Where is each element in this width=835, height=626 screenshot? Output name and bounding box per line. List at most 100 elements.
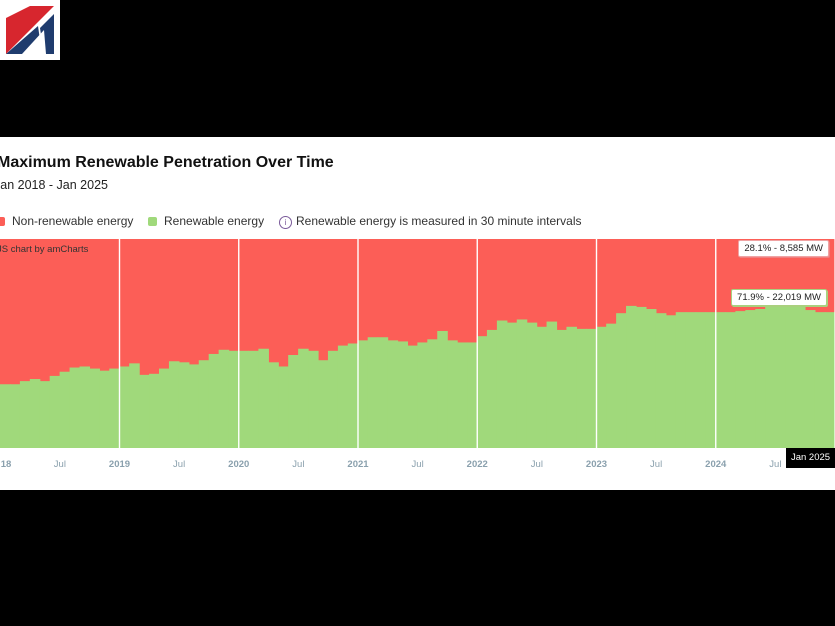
x-tick-label: Jul xyxy=(412,459,424,470)
renewable-month-bar xyxy=(695,312,707,448)
renewable-month-bar xyxy=(69,367,81,448)
chart-panel: Maximum Renewable Penetration Over Time … xyxy=(0,137,835,490)
renewable-month-bar xyxy=(725,312,736,448)
x-tick-label: Jul xyxy=(769,459,781,470)
x-tick-label: 2021 xyxy=(347,459,369,470)
legend-swatch-renewable xyxy=(148,217,157,226)
renewable-month-bar xyxy=(59,371,71,448)
renewable-month-bar xyxy=(298,348,309,448)
renewable-month-bar xyxy=(318,360,329,448)
renewable-month-bar xyxy=(198,360,210,448)
renewable-month-bar xyxy=(467,342,478,448)
brand-logo-icon xyxy=(6,6,54,54)
legend-info-note: i Renewable energy is measured in 30 minu… xyxy=(279,214,582,229)
renewable-month-bar xyxy=(765,304,776,448)
renewable-month-bar xyxy=(208,353,220,448)
tooltip-nonrenewable: 28.1% - 8,585 MW xyxy=(738,240,829,257)
renewable-month-bar xyxy=(139,374,150,448)
renewable-month-bar xyxy=(546,321,558,448)
renewable-month-bar xyxy=(675,312,687,448)
x-tick-label: Jul xyxy=(650,459,662,470)
legend-label-renewable: Renewable energy xyxy=(164,214,265,228)
renewable-month-bar xyxy=(109,368,120,448)
renewable-month-bar xyxy=(258,348,269,448)
renewable-month-bar xyxy=(248,350,259,448)
stacked-area-chart[interactable]: 18 Jul 2019 Jul 2020 Jul 2021 Jul 2022 Jul 2023 Jul… xyxy=(0,137,835,490)
renewable-month-bar xyxy=(238,350,250,448)
renewable-month-bar xyxy=(357,340,369,448)
renewable-month-bar xyxy=(168,361,180,448)
renewable-month-bar xyxy=(804,310,816,448)
x-tick-label: 2022 xyxy=(467,459,488,470)
renewable-month-bar xyxy=(397,341,409,448)
renewable-month-bar xyxy=(308,350,319,448)
renewable-month-bar xyxy=(715,312,727,448)
renewable-month-bar xyxy=(556,329,568,448)
renewable-month-bar xyxy=(437,330,448,448)
renewable-month-bar xyxy=(119,366,130,448)
renewable-month-bar xyxy=(268,362,279,448)
renewable-month-bar xyxy=(129,363,140,448)
x-tick-label: 2024 xyxy=(705,459,727,470)
renewable-month-bar xyxy=(228,350,240,448)
renewable-month-bar xyxy=(526,322,538,448)
renewable-month-bar xyxy=(39,381,51,448)
renewable-month-bar xyxy=(586,328,597,448)
x-tick-label: 18 xyxy=(1,459,12,470)
cursor-date-label: Jan 2025 xyxy=(786,448,835,468)
renewable-month-bar xyxy=(49,375,61,448)
renewable-month-bar xyxy=(655,313,667,448)
renewable-month-bar xyxy=(218,349,230,448)
x-tick-label: 2019 xyxy=(109,459,130,470)
renewable-month-bar xyxy=(79,366,91,448)
renewable-month-bar xyxy=(347,343,359,448)
x-tick-label: Jul xyxy=(173,459,185,470)
chart-credit[interactable]: JS chart by amCharts xyxy=(0,244,89,255)
renewable-month-bar xyxy=(795,298,806,448)
info-text: Renewable energy is measured in 30 minut… xyxy=(296,214,582,228)
renewable-month-bar xyxy=(814,312,826,448)
renewable-month-bar xyxy=(705,312,717,448)
renewable-month-bar xyxy=(536,326,548,448)
renewable-month-bar xyxy=(685,312,697,448)
renewable-month-bar xyxy=(149,373,160,448)
renewable-month-bar xyxy=(288,355,299,448)
renewable-month-bar xyxy=(486,329,498,448)
renewable-month-bar xyxy=(9,384,21,448)
renewable-month-bar xyxy=(496,320,508,448)
renewable-month-bar xyxy=(645,309,657,448)
legend-item-nonrenewable[interactable]: Non-renewable energy xyxy=(0,214,133,228)
x-tick-label: Jul xyxy=(531,459,543,470)
renewable-month-bar xyxy=(427,339,438,448)
x-tick-label: Jul xyxy=(54,459,66,470)
renewable-month-bar xyxy=(417,342,428,448)
renewable-month-bar xyxy=(29,379,41,448)
renewable-month-bar xyxy=(447,340,458,448)
x-tick-label: 2023 xyxy=(586,459,607,470)
renewable-month-bar xyxy=(506,322,518,448)
renewable-month-bar xyxy=(457,342,468,448)
renewable-month-bar xyxy=(775,298,786,448)
renewable-month-bar xyxy=(387,340,399,448)
renewable-month-bar xyxy=(606,323,617,448)
legend-swatch-nonrenewable xyxy=(0,217,5,226)
renewable-month-bar xyxy=(159,368,170,448)
info-icon[interactable]: i xyxy=(279,216,292,229)
chart-subtitle: Jan 2018 - Jan 2025 xyxy=(0,178,108,192)
renewable-month-bar xyxy=(665,315,677,448)
renewable-month-bar xyxy=(89,368,100,448)
tooltip-renewable: 71.9% - 22,019 MW xyxy=(731,289,827,306)
renewable-month-bar xyxy=(745,310,756,448)
renewable-month-bar xyxy=(626,305,637,448)
legend-item-renewable[interactable]: Renewable energy xyxy=(148,214,264,228)
renewable-month-bar xyxy=(785,297,796,448)
renewable-month-bar xyxy=(278,366,289,448)
renewable-month-bar xyxy=(377,337,389,448)
renewable-month-bar xyxy=(337,345,349,448)
renewable-month-bar xyxy=(0,384,11,448)
renewable-month-bar xyxy=(824,312,835,448)
brand-logo[interactable] xyxy=(0,0,60,60)
x-tick-label: Jul xyxy=(292,459,304,470)
renewable-month-bar xyxy=(616,313,627,448)
renewable-month-bar xyxy=(327,350,339,448)
